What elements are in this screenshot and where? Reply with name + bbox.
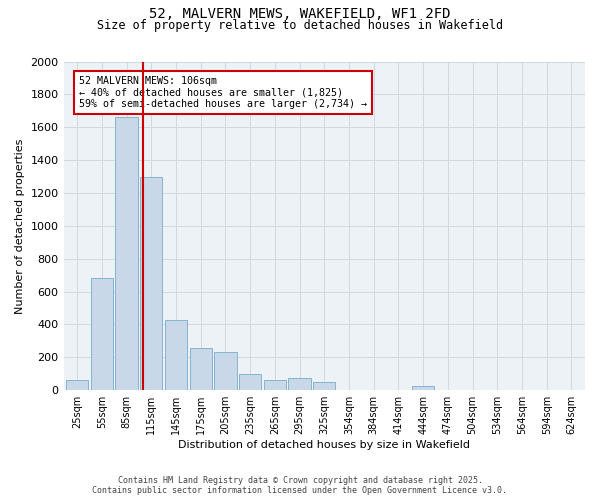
Bar [313, 382, 335, 390]
X-axis label: Distribution of detached houses by size in Wakefield: Distribution of detached houses by size … [178, 440, 470, 450]
Bar [190, 348, 212, 390]
Bar [412, 386, 434, 390]
Text: Contains HM Land Registry data © Crown copyright and database right 2025.
Contai: Contains HM Land Registry data © Crown c… [92, 476, 508, 495]
Text: 52 MALVERN MEWS: 106sqm
← 40% of detached houses are smaller (1,825)
59% of semi: 52 MALVERN MEWS: 106sqm ← 40% of detache… [79, 76, 367, 110]
Text: 52, MALVERN MEWS, WAKEFIELD, WF1 2FD: 52, MALVERN MEWS, WAKEFIELD, WF1 2FD [149, 8, 451, 22]
Bar [214, 352, 236, 390]
Text: Size of property relative to detached houses in Wakefield: Size of property relative to detached ho… [97, 19, 503, 32]
Y-axis label: Number of detached properties: Number of detached properties [15, 138, 25, 314]
Bar [289, 378, 311, 390]
Bar [140, 176, 163, 390]
Bar [264, 380, 286, 390]
Bar [165, 320, 187, 390]
Bar [66, 380, 88, 390]
Bar [91, 278, 113, 390]
Bar [239, 374, 261, 390]
Bar [115, 118, 137, 390]
